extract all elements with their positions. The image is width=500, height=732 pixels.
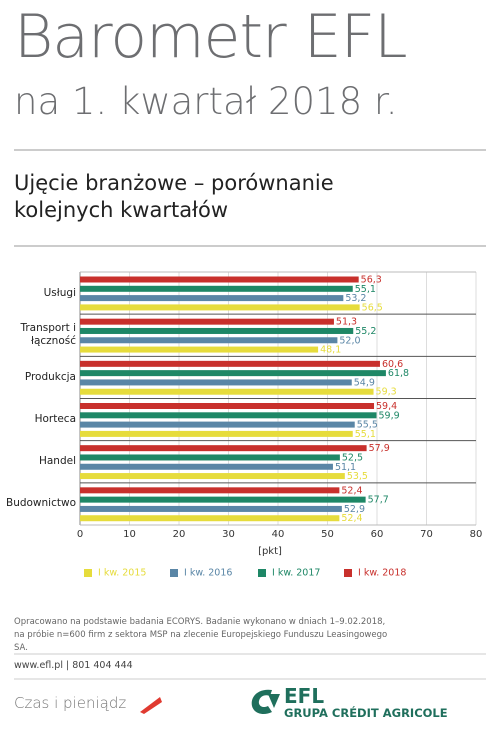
bar <box>80 515 340 522</box>
bar <box>80 304 360 311</box>
page-title: Barometr EFL <box>14 2 408 72</box>
category-label: Handel <box>38 455 76 468</box>
bar <box>80 327 354 334</box>
value-label: 53,5 <box>347 471 368 482</box>
footnote: Opracowano na podstawie badania ECORYS. … <box>14 617 388 653</box>
legend-label: I kw. 2015 <box>98 568 146 579</box>
bar <box>80 318 334 325</box>
value-label: 52,0 <box>339 335 360 346</box>
value-label: 59,4 <box>376 401 397 412</box>
x-tick-label: 40 <box>272 529 285 540</box>
legend-swatch <box>170 569 178 577</box>
value-label: 59,3 <box>376 387 397 398</box>
value-label: 55,5 <box>357 420 378 431</box>
chart-title: Ujęcie branżowe – porównanie kolejnych k… <box>14 171 334 222</box>
logo-icon <box>268 694 280 708</box>
value-label: 56,5 <box>362 302 383 313</box>
value-label: 52,4 <box>341 485 362 496</box>
bar <box>80 379 352 386</box>
logo-group: GRUPA CRÉDIT AGRICOLE <box>284 706 448 720</box>
bar <box>80 295 344 302</box>
value-label: 48,1 <box>320 345 341 356</box>
value-label: 51,3 <box>336 317 357 328</box>
value-label: 56,3 <box>361 275 382 286</box>
x-tick-label: 30 <box>222 529 235 540</box>
bar <box>80 276 359 283</box>
bar <box>80 360 380 367</box>
x-tick-label: 20 <box>173 529 186 540</box>
value-label: 52,9 <box>344 504 365 515</box>
bar <box>80 430 353 437</box>
category-label: Budownictwo <box>5 497 76 510</box>
bar <box>80 463 333 470</box>
value-label: 51,1 <box>335 462 356 473</box>
bar <box>80 445 367 452</box>
x-tick-label: 60 <box>371 529 384 540</box>
value-label: 53,2 <box>345 293 366 304</box>
x-axis-label: [pkt] <box>258 546 282 557</box>
slogan: Czas i pieniądz <box>14 694 127 712</box>
bar <box>80 473 345 480</box>
contact: www.efl.pl | 801 404 444 <box>14 660 133 671</box>
legend-label: I kw. 2018 <box>358 568 406 579</box>
value-label: 59,9 <box>379 410 400 421</box>
bar <box>80 496 366 503</box>
bar <box>80 421 355 428</box>
x-tick-label: 10 <box>123 529 136 540</box>
value-label: 55,1 <box>355 284 376 295</box>
page-subtitle: na 1. kwartał 2018 r. <box>14 80 398 123</box>
legend-label: I kw. 2016 <box>184 568 232 579</box>
value-label: 55,1 <box>355 429 376 440</box>
bar <box>80 505 342 512</box>
value-label: 52,4 <box>341 513 362 524</box>
legend-swatch <box>344 569 352 577</box>
legend-swatch <box>84 569 92 577</box>
bar <box>80 285 353 292</box>
legend-swatch <box>258 569 266 577</box>
bar <box>80 403 375 409</box>
category-label: Horteca <box>34 413 76 426</box>
bar <box>80 370 386 377</box>
category-label: Transport i łączność <box>20 322 76 348</box>
value-label: 55,2 <box>355 326 376 337</box>
value-label: 61,8 <box>388 368 409 379</box>
category-label: Usługi <box>43 286 76 299</box>
legend-label: I kw. 2017 <box>272 568 320 579</box>
logo-icon <box>251 689 272 714</box>
value-label: 57,7 <box>368 495 389 506</box>
bar <box>80 412 377 419</box>
value-label: 54,9 <box>354 377 375 388</box>
bar <box>80 487 340 494</box>
logo-name: EFL <box>284 684 325 708</box>
x-tick-label: 80 <box>470 529 483 540</box>
value-label: 60,6 <box>382 359 403 370</box>
x-tick-label: 50 <box>321 529 334 540</box>
bar <box>80 454 340 461</box>
bar <box>80 346 319 353</box>
x-tick-label: 70 <box>420 529 433 540</box>
bar <box>80 337 338 344</box>
value-label: 57,9 <box>369 443 390 454</box>
slogan-mark <box>140 697 162 714</box>
category-label: Produkcja <box>24 370 76 383</box>
bar <box>80 388 374 395</box>
x-tick-label: 0 <box>77 529 83 540</box>
value-label: 52,5 <box>342 452 363 463</box>
